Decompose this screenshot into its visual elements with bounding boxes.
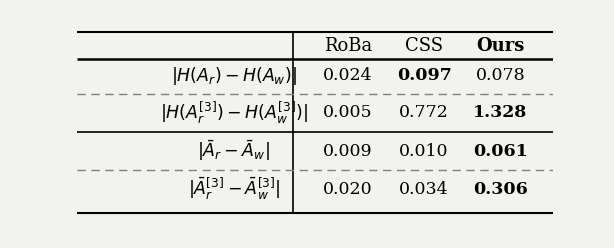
Text: 0.005: 0.005	[323, 104, 373, 121]
Text: Ours: Ours	[476, 37, 524, 55]
Text: CSS: CSS	[405, 37, 443, 55]
Text: 0.020: 0.020	[323, 181, 373, 198]
Text: 0.097: 0.097	[397, 67, 451, 84]
Text: $|\bar{A}_r^{[3]} - \bar{A}_w^{[3]}|$: $|\bar{A}_r^{[3]} - \bar{A}_w^{[3]}|$	[187, 176, 280, 202]
Text: 0.061: 0.061	[473, 143, 527, 159]
Text: $|\bar{A}_r - \bar{A}_w|$: $|\bar{A}_r - \bar{A}_w|$	[197, 139, 270, 163]
Text: RoBa: RoBa	[324, 37, 372, 55]
Text: 0.010: 0.010	[399, 143, 449, 159]
Text: 0.009: 0.009	[323, 143, 373, 159]
Text: 0.772: 0.772	[399, 104, 449, 121]
Text: 0.034: 0.034	[399, 181, 449, 198]
Text: 0.024: 0.024	[323, 67, 373, 84]
Text: 0.306: 0.306	[473, 181, 527, 198]
Text: $|H(A_r) - H(A_w)|$: $|H(A_r) - H(A_w)|$	[171, 64, 297, 87]
Text: 1.328: 1.328	[473, 104, 527, 121]
Text: 0.078: 0.078	[475, 67, 525, 84]
Text: $|H(A_r^{[3]}) - H(A_w^{[3]})|$: $|H(A_r^{[3]}) - H(A_w^{[3]})|$	[160, 100, 308, 126]
